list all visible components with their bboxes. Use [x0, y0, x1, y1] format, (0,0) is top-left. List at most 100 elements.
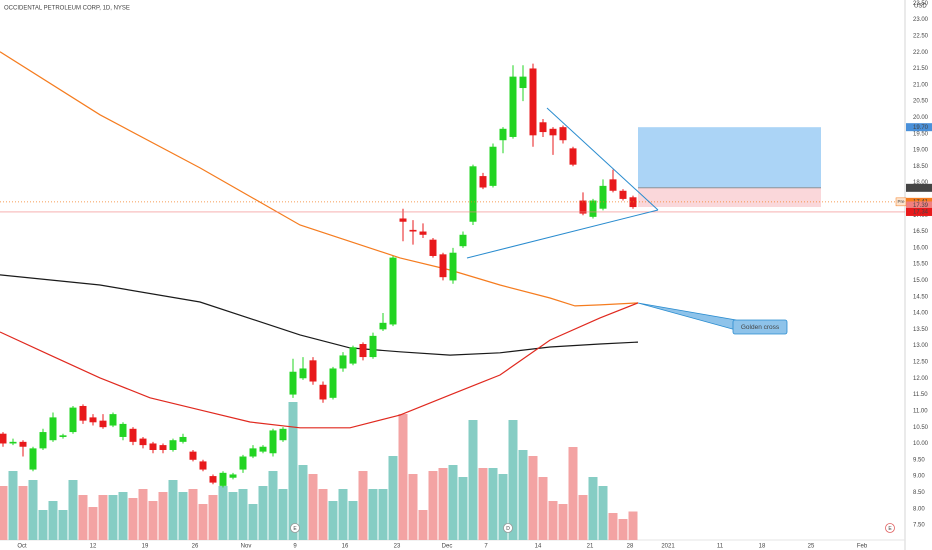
volume-bar	[48, 501, 58, 540]
volume-bar	[548, 501, 558, 540]
event-marker	[885, 523, 895, 533]
volume-bar	[308, 474, 318, 540]
y-tick-label: 8.00	[913, 506, 925, 512]
volume-bar	[8, 471, 18, 540]
y-tick-label: 22.50	[913, 33, 929, 39]
event-marker-label: E	[293, 526, 297, 532]
candle	[159, 443, 167, 454]
candle	[289, 358, 297, 398]
candle	[569, 146, 577, 167]
price-label-box	[906, 183, 932, 192]
candle-body	[429, 239, 437, 256]
candle	[189, 450, 197, 462]
candle	[299, 357, 307, 380]
callout-text: Golden cross	[741, 324, 780, 331]
chart-title: OCCIDENTAL PETROLEUM CORP, 1D, NYSE	[4, 6, 130, 12]
candle	[199, 459, 207, 472]
volume-bar	[448, 465, 458, 540]
candle-body	[439, 254, 447, 278]
y-tick-label: 13.50	[913, 327, 929, 333]
price-label-box	[906, 207, 932, 216]
candle-body	[399, 218, 407, 222]
volume-bar	[508, 420, 518, 540]
candle-body	[269, 430, 277, 454]
y-tick-label: 20.00	[913, 115, 929, 121]
candle	[219, 471, 227, 488]
price-label: 17.34	[913, 210, 929, 216]
volume-bar	[608, 513, 618, 540]
price-label: 17.80	[913, 185, 929, 191]
y-tick-label: 11.50	[913, 392, 928, 398]
candle-body	[379, 322, 387, 330]
volume-bar	[398, 414, 408, 540]
volume-bar	[618, 519, 628, 540]
candle-body	[489, 146, 497, 186]
y-tick-label: 16.50	[913, 229, 929, 235]
volume-bar	[568, 447, 578, 540]
candle-body	[579, 200, 587, 214]
candle	[619, 189, 627, 201]
candle-body	[219, 472, 227, 486]
volume-bar	[518, 450, 528, 540]
candle	[429, 238, 437, 258]
y-tick-label: 15.50	[913, 262, 929, 268]
candle-body	[109, 414, 117, 426]
candle	[49, 412, 57, 442]
candle	[359, 342, 367, 361]
candle	[319, 381, 327, 403]
candle	[29, 446, 37, 472]
candle	[259, 445, 267, 454]
moving-average	[0, 274, 639, 356]
y-tick-label: 20.50	[913, 99, 929, 105]
candle	[469, 164, 477, 225]
volume-bar	[538, 477, 548, 540]
volume-bar	[478, 468, 488, 540]
x-tick-label: Dec	[442, 544, 453, 550]
price-label-box	[906, 123, 932, 132]
candle-body	[499, 128, 507, 141]
candle-body	[389, 257, 397, 325]
candle	[399, 208, 407, 242]
candle	[409, 220, 417, 245]
candle-body	[239, 456, 247, 470]
volume-bar	[628, 511, 638, 540]
y-tick-label: 10.50	[913, 425, 929, 431]
x-tick-label: 7	[484, 544, 488, 550]
currency-label: USD	[914, 4, 927, 10]
volume-bar	[468, 420, 478, 540]
x-tick-label: 26	[192, 544, 199, 550]
candle	[99, 414, 107, 429]
candle-body	[39, 432, 47, 449]
candle-body	[609, 179, 617, 191]
candle-body	[59, 435, 67, 437]
volume-bar	[58, 510, 68, 540]
volume-bar	[158, 492, 168, 540]
volume-bar	[88, 507, 98, 540]
volume-bar	[298, 465, 308, 540]
candle-body	[0, 433, 7, 444]
volume-bar	[458, 477, 468, 540]
candle-body	[259, 446, 267, 452]
volume-bar	[598, 486, 608, 540]
event-marker	[503, 523, 513, 533]
y-tick-label: 21.50	[913, 66, 929, 72]
y-tick-label: 12.00	[913, 376, 929, 382]
event-marker-label: E	[888, 526, 892, 532]
candle-body	[459, 234, 467, 247]
candle	[249, 445, 257, 459]
candle-body	[339, 355, 347, 369]
candle	[599, 179, 607, 211]
x-tick-label: 14	[535, 544, 542, 550]
candle	[339, 352, 347, 372]
volume-bar	[228, 492, 238, 540]
candle-body	[519, 76, 527, 89]
x-tick-label: 16	[342, 544, 349, 550]
price-label: 17.39	[913, 203, 929, 209]
x-tick-label: Oct	[17, 544, 27, 550]
volume-bar	[168, 480, 178, 540]
x-tick-label: 2021	[661, 544, 675, 550]
candle-body	[329, 368, 337, 398]
y-tick-label: 8.50	[913, 490, 925, 496]
candle	[89, 414, 97, 426]
candle-body	[159, 445, 167, 450]
